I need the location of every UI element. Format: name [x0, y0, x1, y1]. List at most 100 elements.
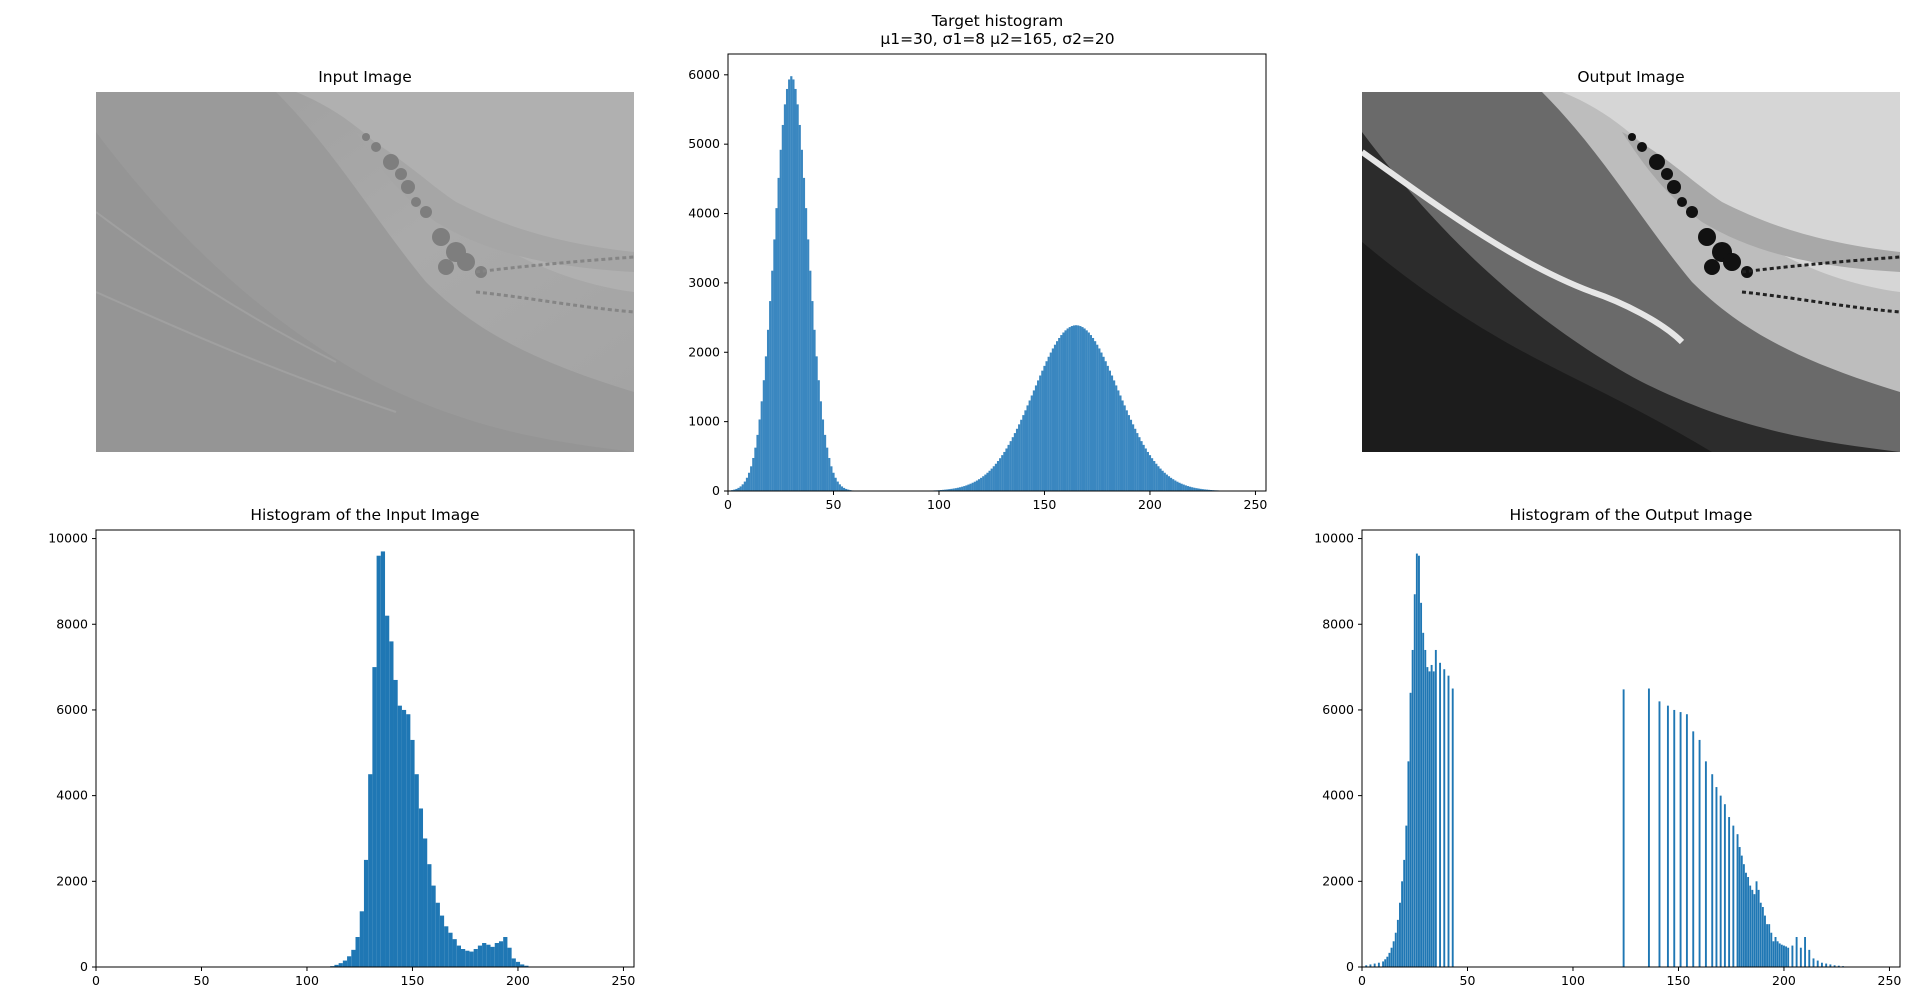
x-tick-label: 200 [506, 973, 530, 988]
bar [439, 915, 445, 967]
bar [1396, 919, 1399, 967]
bar [1820, 962, 1823, 967]
bar [1430, 664, 1433, 967]
bar [1041, 370, 1044, 491]
bar [334, 964, 339, 967]
bar [1172, 479, 1175, 491]
bar [946, 489, 949, 491]
bar [1163, 472, 1166, 491]
bar [1075, 325, 1078, 491]
bar [1804, 937, 1807, 967]
output-image-title: Output Image [1577, 68, 1685, 86]
bar [1167, 476, 1171, 491]
bar [821, 419, 825, 491]
bar [1749, 885, 1752, 967]
bar [832, 472, 835, 491]
bar [1377, 962, 1380, 967]
bar [414, 774, 419, 967]
bar [1011, 437, 1014, 491]
bar [1104, 361, 1107, 491]
bar [1150, 458, 1154, 491]
bar [956, 487, 960, 491]
bar [745, 477, 749, 491]
bar [1415, 553, 1418, 967]
y-tick-label: 10000 [1314, 531, 1354, 546]
bar [975, 480, 979, 491]
bars [330, 551, 533, 967]
bar [1123, 405, 1126, 491]
bar [777, 177, 780, 491]
bar [380, 551, 386, 967]
x-tick-label: 0 [724, 497, 732, 512]
bar [1837, 965, 1840, 967]
bar [779, 149, 782, 492]
bar [1409, 692, 1412, 967]
y-tick-label: 2000 [56, 873, 88, 888]
y-tick-label: 6000 [688, 67, 720, 82]
bar [1047, 356, 1050, 491]
x-tick-label: 150 [1033, 497, 1057, 512]
bar [1732, 825, 1735, 967]
bar [1188, 486, 1192, 491]
bar [1685, 714, 1688, 967]
bar [739, 486, 742, 491]
bar [1077, 325, 1080, 491]
bar [1153, 461, 1156, 491]
bar [1117, 390, 1120, 491]
bar [1049, 352, 1052, 491]
bar [1774, 937, 1777, 967]
bar [1833, 965, 1836, 967]
bar [950, 488, 953, 491]
bar [1413, 594, 1416, 967]
bar [1698, 739, 1701, 967]
bar [444, 926, 449, 967]
bar [961, 486, 964, 491]
bar [1053, 344, 1057, 491]
bar [1365, 965, 1368, 967]
bar [1195, 488, 1198, 491]
bar [1411, 649, 1414, 967]
bar [783, 104, 787, 492]
bar [1024, 410, 1027, 491]
y-tick-label: 8000 [56, 616, 88, 631]
output-histogram-chart: 0 50 100 150 200 250 0 2000 4000 6000 8000 10000 [1314, 529, 1901, 988]
bar [1759, 902, 1762, 967]
bar [1081, 327, 1084, 491]
bar [1015, 428, 1019, 491]
input-image-picture [96, 92, 634, 452]
x-tick-label: 200 [1772, 973, 1796, 988]
bar [1443, 669, 1446, 967]
bar [1384, 959, 1387, 967]
bar [771, 270, 774, 491]
bar [984, 474, 987, 491]
bar [1155, 463, 1158, 491]
bar [1119, 395, 1122, 491]
bar [750, 466, 753, 491]
bar [1203, 489, 1206, 491]
bar [1091, 337, 1095, 491]
bar [469, 951, 474, 967]
bar [1045, 361, 1048, 491]
bar [1060, 335, 1063, 491]
bar [1738, 847, 1741, 967]
bar [1098, 348, 1101, 491]
bar [1207, 489, 1211, 491]
bar [1420, 602, 1423, 967]
bar [1795, 937, 1798, 967]
bar [1070, 326, 1074, 491]
bar [735, 488, 738, 491]
bar [737, 487, 740, 491]
bar [1787, 947, 1790, 967]
bar [1106, 365, 1109, 491]
bar [1148, 455, 1152, 491]
bar [477, 945, 483, 967]
bar [1728, 817, 1731, 967]
bar [1679, 712, 1682, 967]
bar [1199, 488, 1202, 491]
x-tick-label: 50 [1460, 973, 1476, 988]
bar [992, 466, 995, 491]
input-image-title: Input Image [318, 68, 412, 86]
x-tick-label: 150 [1667, 973, 1691, 988]
bar [747, 472, 751, 491]
x-tick-label: 100 [1561, 973, 1585, 988]
